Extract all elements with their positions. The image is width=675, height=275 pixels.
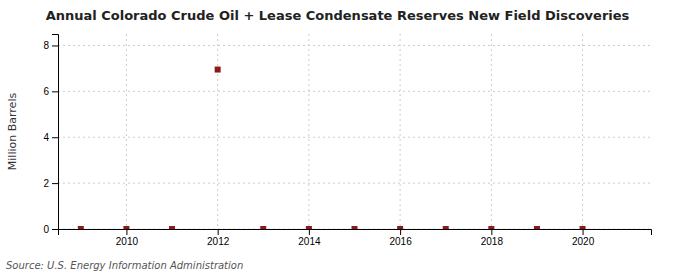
y-tick-mark xyxy=(52,229,58,230)
x-tick-mark xyxy=(583,229,584,235)
grid-line-x xyxy=(126,34,127,229)
point xyxy=(443,226,449,229)
x-axis-line xyxy=(59,230,652,236)
y-axis-title: Million Barrels xyxy=(6,93,19,171)
point xyxy=(306,226,312,229)
y-tick-label: 0 xyxy=(43,224,49,235)
x-tick-mark xyxy=(218,229,219,235)
x-tick: 2012 xyxy=(207,229,230,247)
x-tick-label: 2020 xyxy=(572,236,595,247)
x-tick-mark xyxy=(126,229,127,235)
x-tick-label: 2012 xyxy=(207,236,230,247)
x-tick: 2014 xyxy=(298,229,321,247)
x-tick-label: 2010 xyxy=(116,236,139,247)
y-tick: 0 xyxy=(43,224,58,235)
source: Source: U.S. Energy Information Administ… xyxy=(6,260,243,271)
y-tick-mark xyxy=(52,45,58,46)
x-tick-mark xyxy=(491,229,492,235)
grid-line-x xyxy=(582,34,583,229)
y-tick: 6 xyxy=(43,86,58,97)
x-tick-label: 2014 xyxy=(298,236,321,247)
grid-line-x xyxy=(400,34,401,229)
point xyxy=(123,226,129,229)
x-tick: 2016 xyxy=(389,229,412,247)
point xyxy=(580,226,586,229)
y-tick-label: 4 xyxy=(43,132,49,143)
grid-line-x xyxy=(217,34,218,229)
grid-line-y xyxy=(58,137,651,138)
points xyxy=(78,67,586,229)
y-tick: 8 xyxy=(43,40,58,51)
grid-line-y xyxy=(58,45,651,46)
y-tick: 2 xyxy=(43,178,58,189)
grid-line-x xyxy=(491,34,492,229)
chart: 2010 2012 2014 2016 2018 2020 0 2 4 6 8 Annual Colo… xyxy=(0,0,675,275)
y-axis-line xyxy=(52,35,59,230)
point xyxy=(260,226,266,229)
x-tick-label: 2018 xyxy=(481,236,504,247)
point xyxy=(488,226,494,229)
x-axis: 2010 2012 2014 2016 2018 2020 xyxy=(59,229,652,247)
y-tick-label: 2 xyxy=(43,178,49,189)
plot-area: 2010 2012 2014 2016 2018 2020 0 2 4 6 8 xyxy=(43,34,651,247)
point xyxy=(215,67,221,73)
x-tick: 2010 xyxy=(116,229,139,247)
y-tick-label: 6 xyxy=(43,86,49,97)
x-tick: 2020 xyxy=(572,229,595,247)
grid-line-y xyxy=(58,183,651,184)
point xyxy=(397,226,403,229)
y-tick: 4 xyxy=(43,132,58,143)
x-tick: 2018 xyxy=(481,229,504,247)
x-tick-mark xyxy=(309,229,310,235)
grid-line-x xyxy=(308,34,309,229)
point xyxy=(534,226,540,229)
title: Annual Colorado Crude Oil + Lease Conden… xyxy=(46,8,630,23)
point xyxy=(352,226,358,229)
y-tick-label: 8 xyxy=(43,40,49,51)
point xyxy=(169,226,175,229)
y-tick-mark xyxy=(52,137,58,138)
y-axis: 0 2 4 6 8 xyxy=(43,35,58,235)
x-tick-mark xyxy=(400,229,401,235)
x-tick-label: 2016 xyxy=(389,236,412,247)
grid xyxy=(58,34,651,229)
y-tick-mark xyxy=(52,183,58,184)
y-tick-mark xyxy=(52,91,58,92)
point xyxy=(78,226,84,229)
grid-line-y xyxy=(58,91,651,92)
